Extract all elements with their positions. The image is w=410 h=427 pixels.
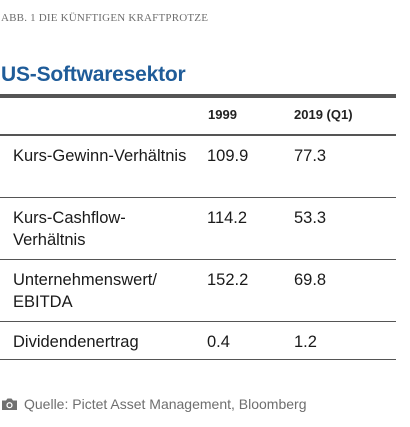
cell-value: 77.3 xyxy=(294,147,327,165)
table-title: US-Softwaresektor xyxy=(1,63,186,86)
row-label-dividendenertrag: Dividendenertrag xyxy=(13,333,139,351)
cell-value: 53.3 xyxy=(294,209,327,227)
cell-value: 0.4 xyxy=(207,333,230,351)
cell-value: 69.8 xyxy=(294,271,327,289)
cell-value: 152.2 xyxy=(207,271,249,289)
cell-value: 109.9 xyxy=(207,147,249,165)
column-header-1999: 1999 xyxy=(208,107,237,122)
table-row: Kurs-Cashflow-Verhältnis 114.2 53.3 xyxy=(0,198,396,260)
data-table: 1999 2019 (Q1) Kurs-Gewinn-Verhältnis 10… xyxy=(0,94,396,360)
figure-caption: ABB. 1 DIE KÜNFTIGEN KRAFTPROTZE xyxy=(1,12,209,24)
table-row: Unternehmenswert/ EBITDA 152.2 69.8 xyxy=(0,260,396,322)
camera-icon xyxy=(1,397,18,414)
cell-value: 1.2 xyxy=(294,333,317,351)
source-note: Quelle: Pictet Asset Management, Bloombe… xyxy=(1,396,306,414)
table-header-row: 1999 2019 (Q1) xyxy=(0,98,396,136)
table-row: Dividendenertrag 0.4 1.2 xyxy=(0,322,396,360)
row-label-kurs-cashflow: Kurs-Cashflow-Verhältnis xyxy=(13,209,126,249)
column-header-2019-q1: 2019 (Q1) xyxy=(294,107,353,122)
row-label-kurs-gewinn: Kurs-Gewinn-Verhältnis xyxy=(13,147,187,165)
source-text: Quelle: Pictet Asset Management, Bloombe… xyxy=(24,396,307,412)
row-label-unternehmenswert-ebitda: Unternehmenswert/ EBITDA xyxy=(13,271,157,311)
table-row: Kurs-Gewinn-Verhältnis 109.9 77.3 xyxy=(0,136,396,198)
cell-value: 114.2 xyxy=(207,209,248,227)
